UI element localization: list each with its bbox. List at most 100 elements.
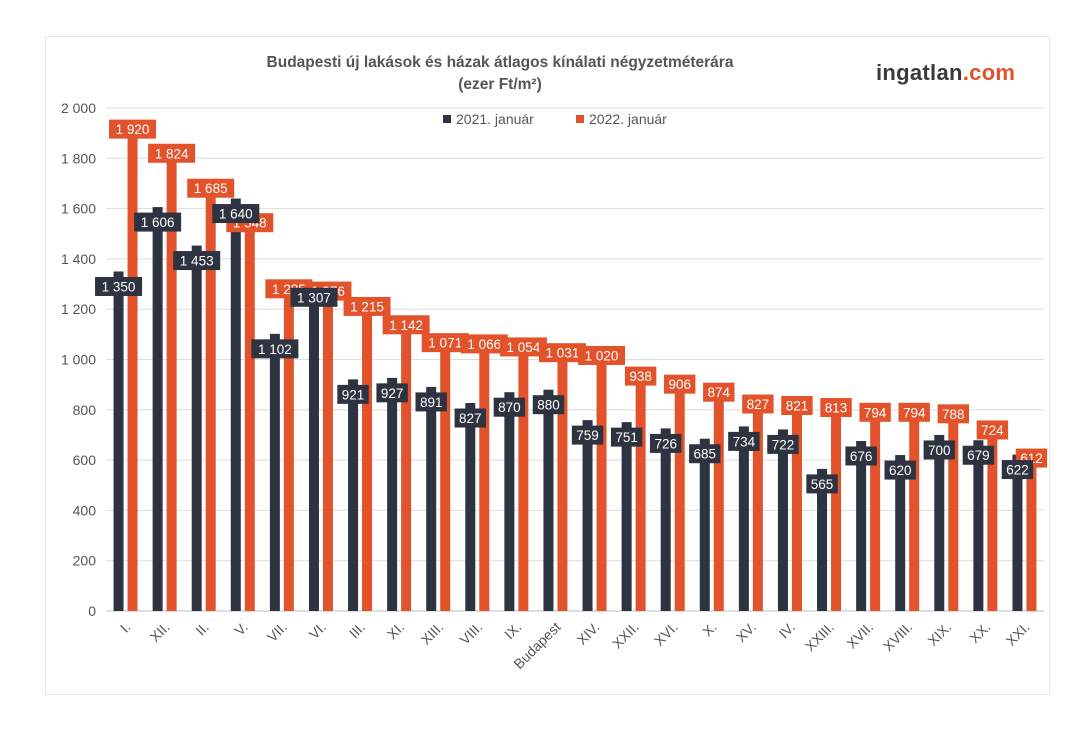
bar-2022	[518, 345, 529, 611]
data-label-2022: 827	[747, 397, 770, 412]
data-label-2021-box	[95, 276, 143, 296]
x-tick-label: VI.	[306, 619, 329, 642]
data-label-2021-box	[845, 446, 877, 466]
data-label-2022: 1 071	[428, 336, 462, 351]
bar-2021	[660, 428, 671, 611]
data-label-2021-box	[767, 434, 799, 454]
bar-2022	[674, 383, 685, 611]
data-label-2022-box	[664, 374, 696, 394]
data-label-2021: 620	[889, 463, 912, 478]
bar-2022	[479, 342, 490, 611]
bar-2021	[504, 392, 515, 611]
bar-2021	[113, 271, 124, 611]
data-label-2021-box	[689, 444, 721, 464]
data-label-2022-box	[148, 143, 196, 163]
data-label-2021-box	[212, 204, 260, 224]
y-tick-label: 1 600	[61, 201, 96, 217]
data-label-2021: 676	[850, 449, 873, 464]
data-label-2021: 679	[967, 448, 990, 463]
x-tick-label: II.	[192, 619, 212, 639]
bar-2021	[230, 198, 241, 612]
x-tick-label: XIII.	[417, 619, 446, 648]
data-label-2021-box	[728, 431, 760, 451]
data-label-2022-box	[703, 382, 735, 402]
data-label-2021: 891	[420, 395, 443, 410]
data-label-2021: 880	[537, 398, 560, 413]
bar-2021	[777, 429, 788, 611]
logo-suffix: .com	[962, 60, 1016, 85]
x-tick-label: X.	[699, 619, 720, 640]
data-label-2021: 622	[1006, 463, 1029, 478]
bar-2022	[166, 152, 177, 611]
data-label-2022: 1 066	[467, 337, 501, 352]
data-label-2021-box	[610, 427, 643, 447]
data-label-2022-box	[820, 398, 852, 418]
data-label-2021: 565	[811, 477, 834, 492]
data-label-2022: 1 920	[116, 122, 150, 137]
x-tick-label: XI.	[384, 619, 407, 642]
bar-2021	[543, 389, 554, 611]
x-tick-label: XV.	[733, 619, 759, 645]
data-label-2022: 1 031	[546, 346, 580, 361]
bar-2022	[752, 403, 763, 611]
data-label-2022: 874	[708, 385, 731, 400]
bar-2021	[465, 403, 476, 611]
y-tick-label: 800	[73, 402, 97, 418]
bar-2022	[948, 412, 959, 611]
x-tick-label: VIII.	[456, 619, 485, 648]
bar-2022	[596, 354, 607, 611]
data-label-2021-box	[923, 440, 955, 460]
data-label-2022: 1 824	[155, 146, 189, 161]
bar-2022	[362, 305, 373, 611]
data-label-2021: 827	[459, 411, 482, 426]
legend-label: 2022. január	[589, 111, 667, 127]
bar-2022	[987, 428, 998, 611]
data-label-2021-box	[962, 445, 995, 465]
data-label-2022: 906	[668, 377, 691, 392]
data-label-2022-box	[538, 343, 586, 363]
bar-2021	[348, 379, 359, 611]
y-tick-label: 1 200	[61, 301, 96, 317]
data-label-2022: 821	[786, 399, 809, 414]
chart-title: Budapesti új lakások és házak átlagos kí…	[180, 52, 820, 96]
bar-2022	[635, 375, 646, 611]
data-label-2021-box	[1001, 460, 1034, 480]
data-label-2021: 1 350	[102, 279, 136, 294]
bar-2021	[895, 455, 906, 611]
data-label-2021: 685	[694, 447, 717, 462]
y-tick-label: 200	[73, 553, 97, 569]
data-label-2022-box	[781, 396, 813, 416]
data-label-2022-box	[421, 333, 469, 353]
data-label-2021-box	[884, 460, 916, 480]
x-tick-label: XXIII.	[802, 619, 838, 655]
bar-2022	[283, 287, 294, 611]
bar-2021	[426, 386, 437, 611]
data-label-2022-box	[578, 345, 626, 365]
data-label-2021: 1 453	[180, 254, 214, 269]
x-tick-label: XVII.	[843, 619, 876, 652]
y-tick-label: 1 000	[61, 352, 96, 368]
bar-2022	[870, 411, 881, 611]
legend-label: 2021. január	[456, 111, 534, 127]
x-tick-label: IV.	[776, 619, 799, 642]
x-tick-label: XVI.	[651, 619, 681, 649]
data-label-2021: 734	[733, 434, 756, 449]
data-label-2021: 1 307	[297, 290, 331, 305]
data-label-2021-box	[532, 395, 565, 415]
data-label-2021-box	[134, 212, 182, 232]
bar-2022	[127, 128, 138, 611]
x-tick-label: XII.	[147, 619, 173, 645]
data-label-2021: 722	[772, 437, 795, 452]
y-tick-label: 2 000	[61, 100, 96, 116]
bar-2021	[1012, 454, 1023, 611]
bar-2021	[269, 333, 280, 611]
y-tick-label: 1 400	[61, 251, 96, 267]
data-label-2022-box	[343, 296, 391, 316]
legend-swatch	[443, 115, 451, 123]
x-tick-label: XIV.	[574, 619, 603, 648]
y-tick-label: 600	[73, 452, 97, 468]
bar-2022	[831, 406, 842, 611]
data-label-2021-box	[493, 397, 526, 417]
data-label-2022: 794	[903, 405, 926, 420]
data-label-2022-box	[742, 394, 774, 414]
